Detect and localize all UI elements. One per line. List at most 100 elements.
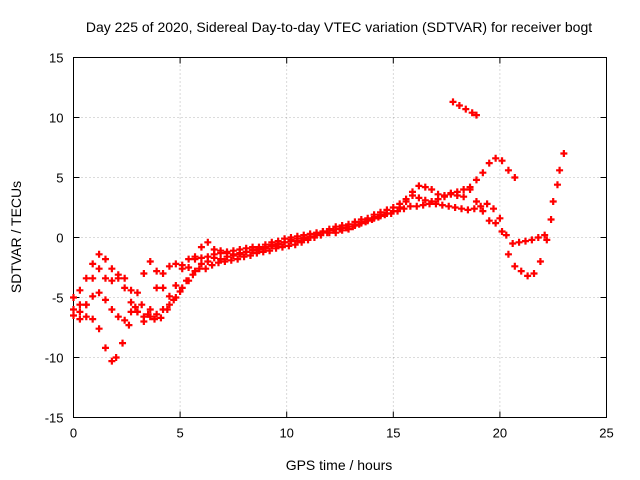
data-point: [95, 289, 103, 297]
data-point: [185, 277, 193, 285]
x-tick-label: 25: [599, 426, 613, 441]
data-point: [153, 267, 161, 275]
data-point: [432, 200, 440, 208]
data-point: [479, 207, 487, 215]
data-point: [70, 294, 77, 301]
data-point: [140, 313, 148, 321]
y-tick-label: 0: [56, 231, 63, 246]
data-point: [165, 292, 173, 300]
data-point: [159, 284, 167, 292]
y-tick-labels: -15 -10 -5 0 5 10 15: [45, 51, 64, 426]
data-point: [285, 242, 293, 250]
y-tick-label: -10: [45, 351, 64, 366]
data-point: [178, 284, 186, 292]
data-point: [477, 202, 485, 210]
data-point: [451, 204, 459, 211]
data-point: [511, 174, 519, 181]
data-point: [464, 206, 472, 214]
data-point: [268, 241, 276, 249]
data-point: [364, 217, 372, 225]
data-point: [108, 277, 116, 285]
data-point: [255, 244, 263, 252]
data-point: [266, 247, 274, 255]
data-point: [95, 250, 103, 258]
data-point: [287, 236, 295, 244]
y-tick-label: -5: [52, 291, 64, 306]
series-track-a: [70, 150, 568, 365]
data-point: [89, 260, 97, 268]
data-point: [217, 255, 225, 263]
data-point: [112, 354, 120, 361]
data-point: [133, 308, 141, 316]
data-point: [146, 306, 154, 313]
data-point: [70, 312, 77, 319]
data-point: [310, 234, 318, 241]
data-point: [438, 201, 446, 209]
data-point: [428, 198, 436, 205]
data-point: [229, 252, 237, 259]
data-point: [458, 205, 466, 213]
y-axis-label: SDTVAR / TECUs: [8, 181, 24, 293]
data-point: [253, 249, 261, 257]
data-point: [246, 252, 254, 259]
data-point: [108, 306, 116, 313]
data-point: [281, 238, 289, 246]
data-point: [490, 205, 498, 213]
data-point: [449, 98, 457, 106]
series-track-d: [76, 234, 308, 321]
x-tick-label: 0: [70, 426, 77, 441]
y-tick-label: 15: [49, 51, 63, 66]
axis-ticks: [73, 57, 607, 418]
data-point: [462, 105, 470, 113]
data-point: [121, 316, 129, 324]
data-point: [445, 202, 453, 210]
data-point: [95, 325, 103, 333]
data-point: [70, 306, 77, 313]
data-point: [210, 254, 218, 262]
data-point: [172, 260, 180, 268]
data-point: [472, 198, 480, 205]
data-point: [101, 274, 109, 282]
data-point: [101, 344, 109, 352]
data-point: [89, 292, 97, 300]
data-point: [492, 154, 500, 162]
data-point: [172, 294, 180, 301]
data-point: [157, 314, 165, 322]
data-point: [541, 231, 549, 239]
data-point: [223, 253, 231, 261]
data-point: [351, 222, 359, 229]
data-point: [402, 198, 410, 205]
data-point: [479, 169, 487, 177]
data-point: [197, 260, 205, 268]
data-point: [172, 282, 180, 289]
data-point: [553, 181, 561, 189]
data-point: [468, 109, 476, 117]
data-point: [428, 186, 436, 193]
data-point: [165, 262, 173, 270]
data-point: [153, 284, 161, 292]
data-point: [240, 253, 248, 261]
data-point: [138, 301, 146, 309]
data-point: [185, 264, 193, 271]
data-point: [191, 267, 199, 275]
data-point: [191, 255, 199, 263]
data-point: [421, 183, 429, 191]
y-tick-label: -15: [45, 411, 64, 426]
data-point: [146, 258, 154, 265]
data-point: [76, 315, 84, 323]
data-point: [202, 265, 210, 273]
data-point: [195, 265, 203, 273]
data-point: [498, 157, 506, 165]
data-point: [108, 357, 116, 365]
data-point: [272, 244, 280, 252]
data-point: [536, 258, 544, 265]
data-point: [383, 210, 391, 217]
data-point: [521, 237, 529, 245]
data-point: [485, 217, 493, 225]
data-point: [259, 248, 267, 256]
data-point: [415, 182, 423, 190]
data-point: [76, 308, 84, 316]
data-point: [214, 259, 222, 267]
data-point: [377, 212, 385, 220]
data-point: [227, 256, 235, 264]
